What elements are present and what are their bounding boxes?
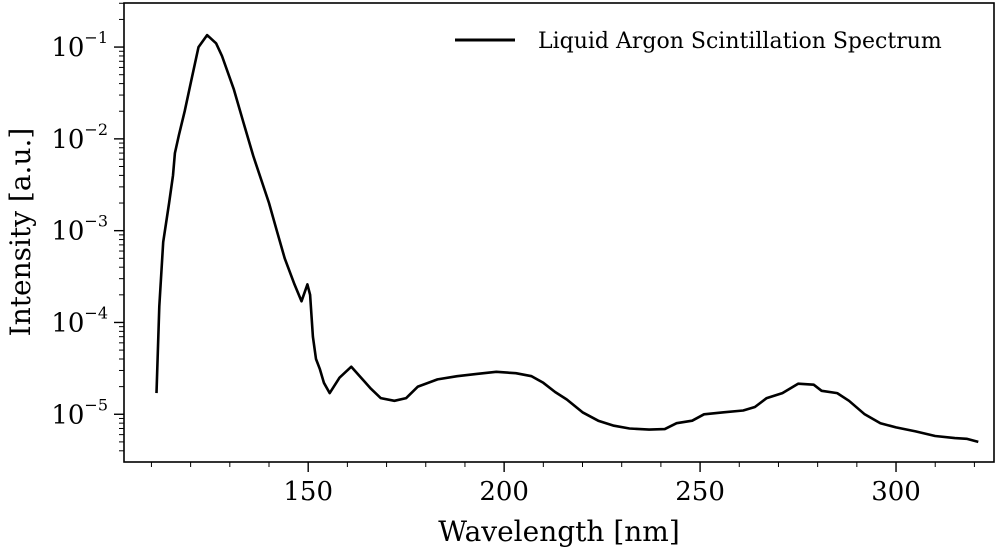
y-axis-ticks: 10−5 10−4 10−3 10−2 10−1: [51, 2, 124, 452]
plot-frame: [123, 2, 995, 463]
y-tick-label: 10−5: [51, 395, 108, 430]
y-tick-label: 10−4: [51, 303, 108, 338]
legend-label: Liquid Argon Scintillation Spectrum: [538, 29, 942, 54]
y-tick-label: 10−2: [51, 120, 108, 155]
x-axis-ticks: 150 200 250 300: [150, 462, 975, 507]
x-axis-label: Wavelength [nm]: [438, 515, 680, 548]
y-axis-label: Intensity [a.u.]: [4, 128, 37, 337]
x-tick-label: 300: [871, 477, 921, 507]
y-tick-label: 10−1: [51, 28, 108, 63]
legend: Liquid Argon Scintillation Spectrum: [455, 29, 942, 54]
x-tick-label: 150: [283, 477, 333, 507]
series-layer: [155, 33, 979, 444]
spectrum-line: [155, 33, 979, 444]
x-tick-label: 200: [479, 477, 529, 507]
x-tick-label: 250: [675, 477, 725, 507]
y-tick-label: 10−3: [51, 212, 108, 247]
